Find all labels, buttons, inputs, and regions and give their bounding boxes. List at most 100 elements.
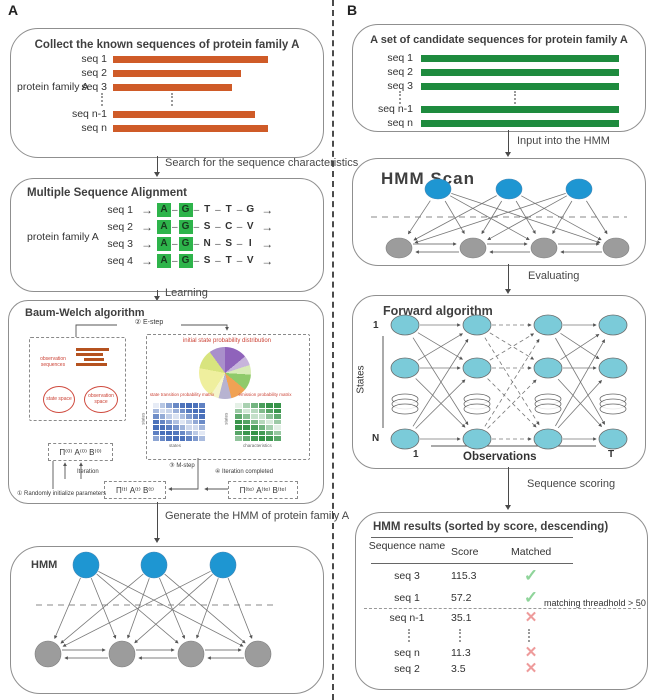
heatmap-cell (166, 425, 172, 430)
heatmap-cell (172, 436, 179, 441)
results-box: HMM results (sorted by score, descending… (355, 512, 648, 690)
arrow-right-icon: → (261, 254, 274, 268)
pie-chart (199, 347, 251, 399)
forward-box: Forward algorithm 1 N States 1 T Observa… (352, 295, 646, 469)
edge-line (552, 200, 573, 235)
pie-label: initial state probability distribution (182, 338, 272, 344)
edge-line (484, 337, 540, 426)
ellipsis-dots (528, 629, 530, 642)
arrow-right-icon: → (261, 203, 274, 217)
residue-cell: A (157, 237, 171, 251)
probability-group-box (146, 334, 310, 460)
dash: – (236, 238, 243, 250)
msa-row: seq 4 → A – G – S – T – V → (95, 254, 276, 268)
coil-icon (534, 403, 562, 415)
heatmap-cell (192, 436, 199, 441)
trellis-state-node (598, 357, 628, 379)
edge-line (487, 379, 537, 429)
arrowhead-down (154, 296, 160, 301)
y-axis-label: States (355, 365, 367, 394)
mini-seq-bar (76, 348, 109, 351)
heatmap-cell (266, 419, 274, 425)
trellis-state-node (598, 314, 628, 336)
heatmap-cell (274, 414, 281, 419)
col-sequence-header: Sequence name (368, 540, 446, 552)
result-score: 35.1 (451, 612, 472, 624)
edge-line (560, 334, 600, 361)
bw-title: Baum-Welch algorithm (25, 307, 145, 319)
heatmap-cell (199, 414, 205, 419)
panel-separator (332, 0, 334, 700)
heatmap-cell (250, 414, 258, 419)
mini-seq-bar (76, 353, 103, 356)
seq-label: seq 3 (81, 81, 107, 93)
observed-state-node (459, 237, 487, 259)
obs-space-label: observation space (88, 393, 114, 405)
heatmap-cell (199, 430, 205, 436)
result-seq-name: seq 2 (394, 663, 420, 675)
hmm-scan-box: HMM Scan (352, 158, 646, 266)
sequence-bar (421, 83, 619, 90)
heatmap-cell (172, 430, 179, 436)
result-score: 11.3 (451, 647, 471, 659)
candidate-box-rows: seq 1 seq 2 seq 3 seq n-1 seq n (353, 25, 645, 131)
hidden-state-node (424, 178, 452, 200)
edge-line (515, 200, 536, 235)
edge-line (555, 337, 605, 425)
ellipsis-dots (101, 93, 103, 106)
forward-title: Forward algorithm (383, 304, 493, 318)
connector-label: Input into the HMM (517, 135, 610, 147)
edge-line (415, 378, 466, 428)
cross-icon: ✕ (524, 609, 538, 626)
trellis-state-node (533, 314, 563, 336)
heatmap-y-label: states (140, 412, 146, 425)
heatmap-cell (166, 436, 172, 441)
hidden-state-node (72, 551, 100, 579)
connector-line (508, 467, 509, 507)
dash: – (193, 255, 200, 267)
hidden-state-node (565, 178, 593, 200)
hmm-scan-title: HMM Scan (381, 169, 475, 188)
trellis-state-node (533, 357, 563, 379)
residue-cell: G (178, 203, 193, 217)
heatmap-cell (159, 419, 166, 425)
dash: – (172, 255, 178, 267)
heatmap-cell (266, 414, 274, 419)
heatmap-cell (179, 403, 186, 408)
seq-label: seq 2 (387, 66, 413, 78)
residue-cell: G (178, 254, 193, 268)
dash: – (193, 238, 200, 250)
sequence-bar (113, 56, 268, 63)
family-label: protein family A (17, 81, 89, 93)
cross-icon: ✕ (524, 644, 538, 661)
coil-icon (391, 403, 419, 415)
heatmap-cell (235, 408, 242, 414)
heatmap-cell (274, 408, 281, 414)
heatmap-cell (192, 419, 199, 425)
step4-label: ④ Iteration completed (215, 469, 274, 475)
heatmap-cell (199, 425, 205, 430)
final-params-box: Π⁽ᵗᵉ⁾ A⁽ᵗᵉ⁾ B⁽ᵗᵉ⁾ (228, 481, 298, 499)
state-space-ellipse: state space (43, 386, 75, 413)
msa-row: seq 1 → A – G – T – T – G → (95, 203, 276, 217)
edge-line (54, 577, 81, 640)
arrow-right-icon: → (261, 237, 274, 251)
seq-label: seq n (81, 122, 107, 134)
col-score-header: Score (451, 546, 479, 558)
collect-box: Collect the known sequences of protein f… (10, 28, 324, 158)
seq-label: seq 2 (107, 221, 133, 233)
panel-a-label: A (8, 2, 19, 18)
edge-line (98, 571, 244, 647)
heatmap-cell (159, 408, 166, 414)
iteration-label: Iteration (77, 469, 99, 475)
edge-line (487, 195, 567, 241)
heatmap-cell (242, 419, 250, 425)
heatmap-cell (179, 414, 186, 419)
residue-cell: V (246, 255, 254, 266)
result-seq-name: seq n-1 (389, 612, 425, 624)
residue-cell: S (203, 255, 211, 266)
init-params-box: Π⁽⁰⁾ A⁽⁰⁾ B⁽⁰⁾ (48, 443, 113, 461)
heatmap-cell (153, 408, 159, 414)
coil-icon (599, 403, 627, 415)
sequence-bar (421, 69, 619, 76)
